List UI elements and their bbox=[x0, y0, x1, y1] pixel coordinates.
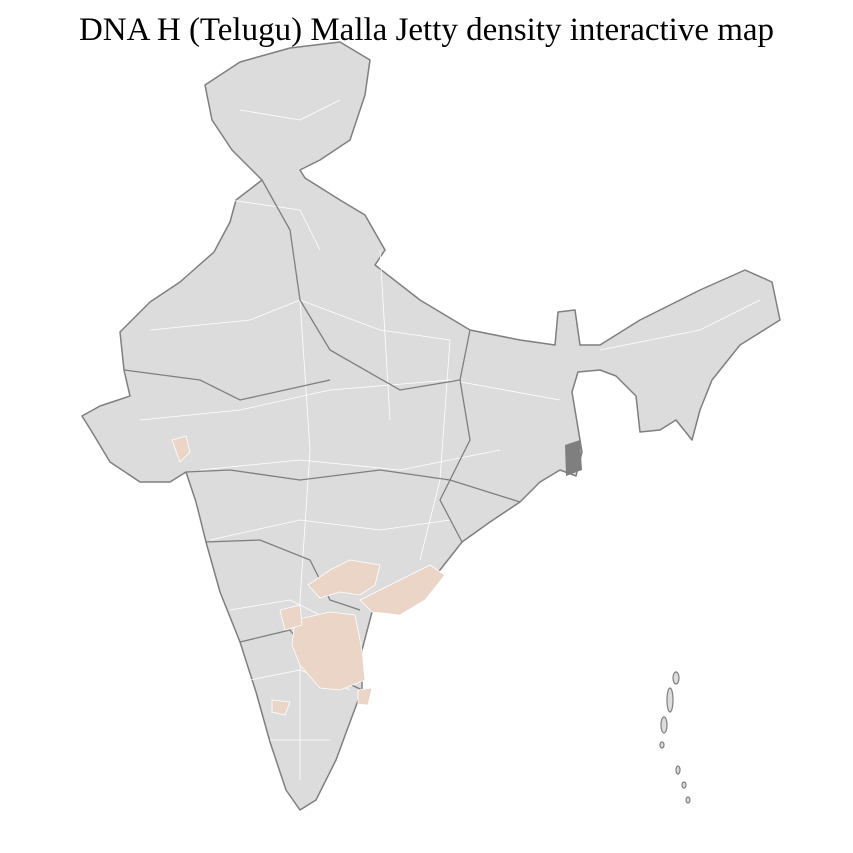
highlight-karnataka-north bbox=[279, 604, 303, 631]
andaman-nicobar-islands bbox=[659, 671, 691, 804]
sundarbans-delta bbox=[565, 440, 582, 476]
map-title: DNA H (Telugu) Malla Jetty density inter… bbox=[78, 12, 775, 48]
india-outline[interactable] bbox=[81, 41, 781, 811]
highlight-karnataka-south bbox=[271, 699, 291, 716]
highlight-telangana bbox=[307, 559, 381, 599]
district-borders bbox=[139, 99, 761, 780]
highlight-rayalaseema bbox=[291, 611, 366, 691]
highlight-gujarat bbox=[171, 435, 191, 463]
highlighted-districts[interactable] bbox=[171, 435, 446, 716]
state-borders bbox=[123, 179, 521, 691]
highlight-tamilnadu bbox=[357, 687, 373, 706]
highlight-coastal-andhra bbox=[359, 564, 446, 616]
